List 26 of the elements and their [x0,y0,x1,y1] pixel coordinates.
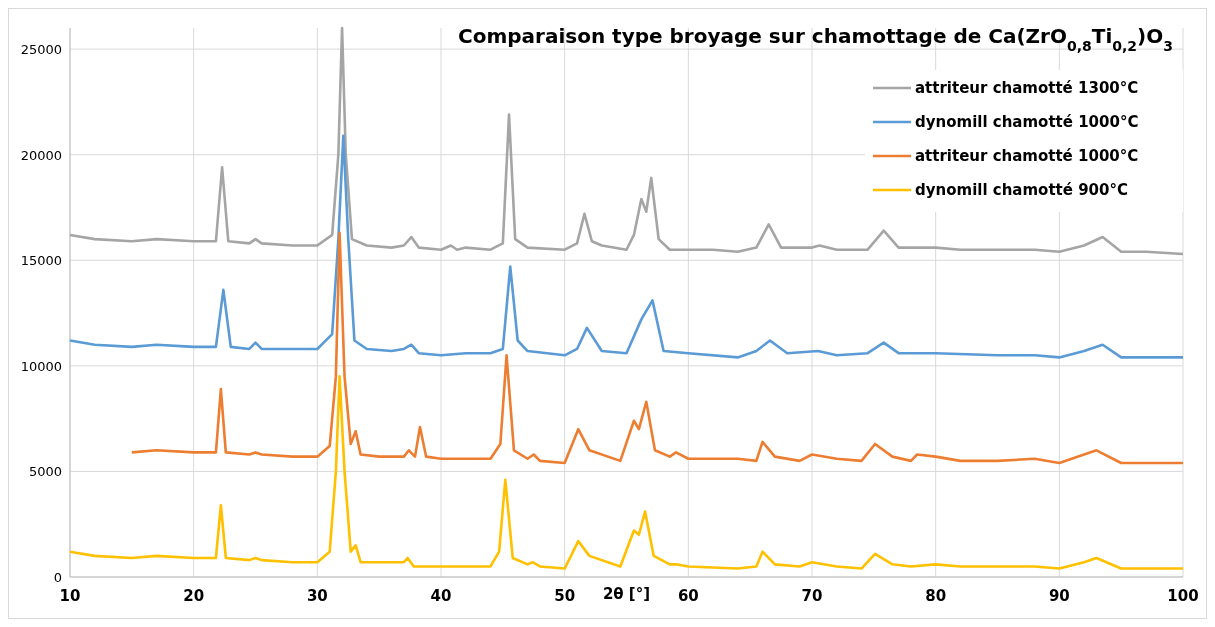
y-tick-label: 25000 [20,42,62,58]
y-tick-label: 10000 [20,358,62,374]
x-tick-label: 50 [554,587,576,605]
x-tick-label: 100 [1167,587,1199,605]
x-tick-label: 30 [306,587,328,605]
legend-label: attriteur chamotté 1300°C [915,79,1139,97]
y-tick-label: 20000 [20,147,62,163]
y-tick-label: 0 [53,570,62,585]
x-tick-label: 60 [677,587,699,605]
line-series [68,26,1185,256]
x-tick-label: 80 [925,587,947,605]
line-series [68,134,1185,359]
legend-label: dynomill chamotté 1000°C [915,113,1139,131]
legend-label: dynomill chamotté 900°C [915,181,1128,199]
x-tick-label: 70 [801,587,823,605]
y-tick-label: 15000 [20,253,62,269]
x-tick-label: 20 [183,587,205,605]
legend-label: attriteur chamotté 1000°C [915,147,1139,165]
x-tick-label: 10 [59,587,81,605]
chart-title: Comparaison type broyage sur chamottage de Ca(ZrO$_{0,8}$Ti$_{0,2}$)O$_{3}$ [457,24,1173,54]
x-tick-label: 40 [430,587,452,605]
x-axis-title: 2θ [°] [602,585,651,603]
y-tick-label: 5000 [28,464,62,480]
line-series [68,375,1185,570]
x-tick-label: 90 [1048,587,1070,605]
line-series [130,231,1185,465]
